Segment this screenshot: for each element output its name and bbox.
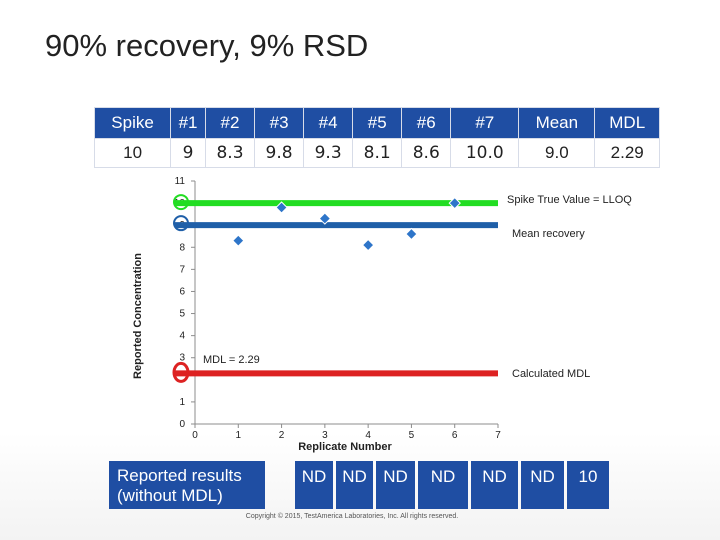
- header-cell: #7: [450, 107, 520, 139]
- y-tick-label: 0: [179, 419, 185, 430]
- x-tick-label: 2: [279, 430, 285, 441]
- mdl-line-label: Calculated MDL: [512, 368, 591, 380]
- header-cell: Spike: [93, 107, 172, 139]
- result-cell: ND: [521, 461, 564, 509]
- spike-axis-ring: [173, 194, 189, 211]
- y-tick-label: 5: [179, 309, 185, 320]
- header-cell: #6: [401, 107, 452, 139]
- reported-results-label: Reported results (without MDL): [109, 461, 265, 509]
- result-cell: ND: [418, 461, 468, 509]
- y-tick-label: 11: [175, 176, 186, 187]
- data-point-2: [275, 201, 288, 214]
- value-cell: 9.8: [254, 138, 305, 168]
- x-tick-label: 5: [409, 430, 415, 441]
- spike-line-label: Spike True Value = LLOQ: [507, 194, 632, 206]
- value-cell: 9: [170, 138, 206, 168]
- header-cell: #2: [204, 107, 256, 139]
- value-cell: 9.3: [303, 138, 354, 168]
- x-tick-label: 6: [452, 430, 458, 441]
- data-point-3: [318, 212, 332, 225]
- summary-values-row: 10 9 8.3 9.8 9.3 8.1 8.6 10.0 9.0 2.29: [93, 138, 660, 168]
- value-cell: 8.1: [352, 138, 403, 168]
- x-tick-label: 1: [236, 430, 242, 441]
- mdl-axis-ring: [172, 361, 190, 383]
- result-cell: ND: [471, 461, 518, 509]
- slide-title: 90% recovery, 9% RSD: [45, 28, 369, 63]
- header-cell: #1: [170, 107, 206, 139]
- x-axis-label: Replicate Number: [298, 441, 392, 453]
- x-tick-label: 7: [495, 430, 501, 441]
- data-point-1: [232, 234, 245, 247]
- data-point-6: [448, 196, 461, 210]
- summary-table: Spike #1 #2 #3 #4 #5 #6 #7 Mean MDL 10 9…: [93, 107, 660, 168]
- result-cell: ND: [295, 461, 333, 509]
- header-cell: #4: [303, 107, 354, 139]
- header-cell: Mean: [518, 107, 596, 139]
- x-tick-label: 3: [322, 430, 328, 441]
- value-cell: 10.0: [450, 138, 520, 168]
- reported-results-row: Reported results (without MDL) ND ND ND …: [109, 461, 609, 509]
- y-axis-label: Reported Concentration: [132, 253, 144, 379]
- value-cell: 8.6: [401, 138, 452, 168]
- result-cell: 10: [567, 461, 609, 509]
- mean-axis-ring: [173, 215, 189, 232]
- x-tick-label: 4: [365, 430, 371, 441]
- y-tick-label: 4: [179, 331, 185, 342]
- y-tick-label: 7: [179, 264, 185, 275]
- header-cell: #3: [254, 107, 305, 139]
- mdl-annotation: MDL = 2.29: [203, 354, 260, 366]
- y-tick-label: 3: [179, 353, 185, 364]
- value-cell: 8.3: [204, 138, 256, 168]
- x-tick-label: 0: [192, 430, 198, 441]
- header-cell: #5: [352, 107, 403, 139]
- data-point-5: [405, 227, 418, 241]
- data-point-4: [361, 238, 375, 252]
- value-cell: 2.29: [594, 138, 660, 168]
- copyright-text: Copyright © 2015, TestAmerica Laboratori…: [245, 513, 459, 520]
- result-cell: ND: [336, 461, 373, 509]
- value-cell: 9.0: [518, 138, 596, 168]
- value-cell: 10: [93, 138, 172, 168]
- mean-line-label: Mean recovery: [512, 228, 585, 240]
- y-tick-label: 6: [179, 286, 185, 297]
- summary-header-row: Spike #1 #2 #3 #4 #5 #6 #7 Mean MDL: [93, 107, 660, 139]
- result-cell: ND: [376, 461, 415, 509]
- y-tick-label: 8: [179, 242, 185, 253]
- header-cell: MDL: [594, 107, 660, 139]
- y-tick-label: 1: [179, 397, 185, 408]
